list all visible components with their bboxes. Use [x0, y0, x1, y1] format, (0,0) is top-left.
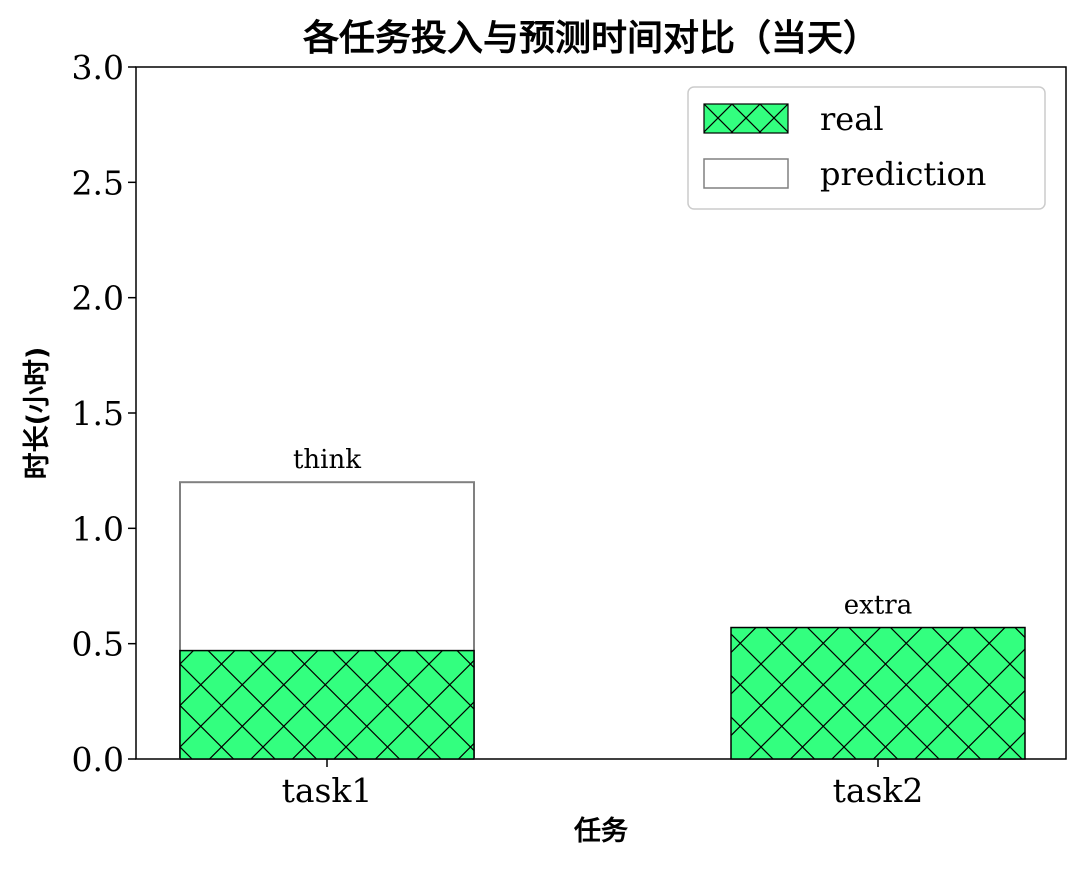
bars-group [179, 481, 1026, 760]
y-tick-label: 0.5 [72, 625, 124, 664]
bar-real-hatch-task2 [730, 626, 1026, 760]
x-tick-label: task2 [833, 771, 924, 810]
y-tick-label: 2.0 [72, 279, 124, 318]
bar-annotations: think extra [293, 445, 912, 620]
x-axis-label: 任务 [573, 816, 628, 847]
y-tick-label: 2.5 [72, 163, 124, 202]
legend-label-real: real [820, 100, 884, 138]
y-tick-label: 3.0 [72, 48, 124, 87]
legend-swatch-prediction [703, 158, 789, 189]
bar-annotation: extra [844, 591, 912, 621]
y-tick-label: 1.5 [72, 394, 124, 433]
legend-swatch-real-hatch [704, 104, 788, 133]
bar-annotation: think [293, 445, 361, 475]
y-axis-label: 时长(小时) [22, 347, 53, 480]
x-axis: task1 task2 [282, 759, 924, 810]
bar-real-hatch-task1 [179, 649, 475, 760]
x-tick-label: task1 [282, 771, 373, 810]
legend: real prediction [687, 86, 1046, 210]
chart-title: 各任务投入与预测时间对比（当天） [303, 18, 879, 59]
y-tick-label: 0.0 [72, 740, 124, 779]
y-tick-label: 1.0 [72, 509, 124, 548]
legend-label-prediction: prediction [820, 155, 986, 193]
y-axis: 0.0 0.5 1.0 1.5 2.0 2.5 3.0 [72, 48, 136, 779]
